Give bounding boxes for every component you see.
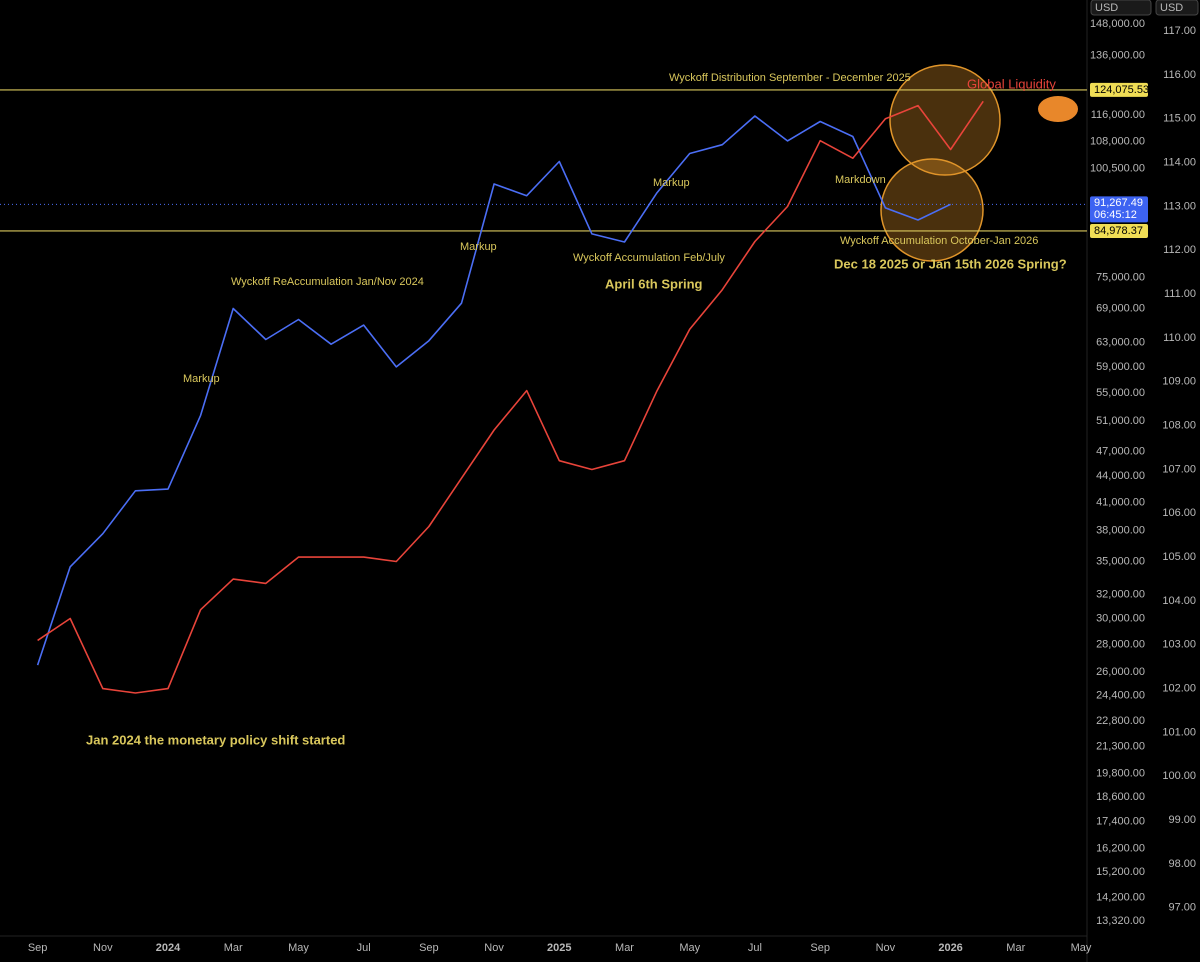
y2-tick-label: 101.00 — [1162, 726, 1196, 738]
x-tick-label: Sep — [28, 942, 48, 954]
y2-tick-label: 105.00 — [1162, 551, 1196, 563]
x-tick-label: Mar — [224, 942, 243, 954]
series-line — [36, 115, 951, 666]
series-label: Global Liquidity — [967, 76, 1056, 91]
y-tick-label: 116,000.00 — [1091, 109, 1145, 121]
currency-select[interactable] — [1090, 0, 1152, 16]
annotation: Dec 18 2025 or Jan 15th 2026 Spring? — [834, 256, 1067, 271]
y-tick-label: 26,000.00 — [1096, 666, 1145, 678]
level-tag — [1090, 82, 1148, 97]
x-tick-label: Sep — [419, 942, 439, 954]
x-tick-label: 2025 — [547, 942, 571, 954]
y-tick-label: 75,000.00 — [1096, 271, 1145, 283]
annotation: Wyckoff Distribution September - Decembe… — [669, 72, 911, 84]
y2-tick-label: 100.00 — [1162, 770, 1196, 782]
currency-label: USD — [1095, 2, 1118, 14]
series-line — [37, 100, 984, 694]
level-label: 124,075.53 — [1094, 84, 1149, 96]
y-tick-label: 59,000.00 — [1096, 361, 1145, 373]
x-tick-label: Nov — [876, 942, 896, 954]
y2-tick-label: 111.00 — [1164, 288, 1196, 300]
level-label: 84,978.37 — [1094, 225, 1143, 237]
y-tick-label: 17,400.00 — [1096, 816, 1145, 828]
countdown-label: 06:45:12 — [1094, 209, 1137, 221]
y-tick-label: 136,000.00 — [1090, 50, 1145, 62]
y-tick-label: 19,800.00 — [1096, 768, 1145, 780]
y2-tick-label: 97.00 — [1168, 902, 1196, 914]
annotation: Wyckoff ReAccumulation Jan/Nov 2024 — [231, 276, 424, 288]
annotation: Markup — [183, 373, 220, 385]
x-tick-label: Nov — [93, 942, 113, 954]
y-tick-label: 28,000.00 — [1096, 638, 1145, 650]
annotation: Wyckoff Accumulation Feb/July — [573, 252, 725, 264]
y-tick-label: 51,000.00 — [1096, 415, 1145, 427]
y2-tick-label: 116.00 — [1163, 69, 1196, 81]
highlight-circle — [889, 64, 1001, 176]
y-tick-label: 32,000.00 — [1096, 589, 1145, 601]
y2-tick-label: 114.00 — [1163, 157, 1196, 169]
annotation: Markup — [653, 177, 690, 189]
currency-label: USD — [1160, 2, 1183, 14]
y-tick-label: 41,000.00 — [1096, 496, 1145, 508]
y2-tick-label: 115.00 — [1163, 113, 1196, 125]
y-tick-label: 35,000.00 — [1096, 555, 1145, 567]
y-tick-label: 16,200.00 — [1096, 842, 1145, 854]
y2-tick-label: 98.00 — [1168, 858, 1196, 870]
y-tick-label: 100,500.00 — [1090, 162, 1145, 174]
y-tick-label: 148,000.00 — [1090, 18, 1145, 30]
x-tick-label: Jul — [748, 942, 762, 954]
annotation: Jan 2024 the monetary policy shift start… — [86, 732, 345, 747]
y-tick-label: 38,000.00 — [1096, 525, 1145, 537]
y2-tick-label: 117.00 — [1163, 25, 1196, 37]
y-tick-label: 24,400.00 — [1096, 690, 1145, 702]
y-tick-label: 21,300.00 — [1096, 740, 1145, 752]
y2-tick-label: 99.00 — [1168, 814, 1196, 826]
x-tick-label: 2026 — [938, 942, 962, 954]
highlight-circles — [880, 64, 1078, 262]
y2-tick-label: 108.00 — [1162, 420, 1196, 432]
level-tag — [1090, 223, 1148, 238]
annotation: April 6th Spring — [605, 276, 703, 291]
y2-tick-label: 106.00 — [1162, 507, 1196, 519]
y2-tick-label: 102.00 — [1162, 683, 1196, 695]
current-price-label: 91,267.49 — [1094, 197, 1143, 209]
y-tick-label: 15,200.00 — [1096, 866, 1145, 878]
y2-tick-label: 113.00 — [1163, 200, 1196, 212]
liquidity-icon — [1038, 96, 1078, 122]
annotation: Wyckoff Accumulation October-Jan 2026 — [840, 235, 1038, 247]
y-tick-label: 55,000.00 — [1096, 387, 1145, 399]
y-tick-label: 13,320.00 — [1096, 915, 1145, 927]
y-tick-label: 69,000.00 — [1096, 302, 1145, 314]
y2-tick-label: 109.00 — [1162, 376, 1196, 388]
y-tick-label: 18,600.00 — [1096, 791, 1145, 803]
annotation: Markdown — [835, 174, 886, 186]
x-tick-label: May — [1071, 942, 1092, 954]
highlight-circle — [880, 158, 984, 262]
y-tick-label: 44,000.00 — [1096, 470, 1145, 482]
y2-tick-label: 107.00 — [1162, 463, 1196, 475]
y2-tick-label: 110.00 — [1163, 332, 1196, 344]
x-tick-label: Mar — [1006, 942, 1025, 954]
x-tick-label: May — [679, 942, 700, 954]
annotation: Markup — [460, 241, 497, 253]
x-tick-label: Sep — [810, 942, 830, 954]
x-tick-label: 2024 — [156, 942, 181, 954]
currency-select[interactable] — [1155, 0, 1199, 16]
y2-tick-label: 112.00 — [1163, 244, 1196, 256]
x-tick-label: Mar — [615, 942, 634, 954]
y-tick-label: 14,200.00 — [1096, 891, 1145, 903]
x-tick-label: May — [288, 942, 309, 954]
y-tick-label: 47,000.00 — [1096, 445, 1145, 457]
y-tick-label: 108,000.00 — [1090, 136, 1145, 148]
current-price-tag — [1090, 196, 1148, 223]
x-tick-label: Nov — [484, 942, 504, 954]
x-tick-label: Jul — [357, 942, 371, 954]
y-tick-label: 22,800.00 — [1096, 715, 1145, 727]
y-tick-label: 63,000.00 — [1096, 336, 1145, 348]
y2-tick-label: 104.00 — [1162, 595, 1196, 607]
y-tick-label: 30,000.00 — [1096, 613, 1145, 625]
y2-tick-label: 103.00 — [1162, 639, 1196, 651]
